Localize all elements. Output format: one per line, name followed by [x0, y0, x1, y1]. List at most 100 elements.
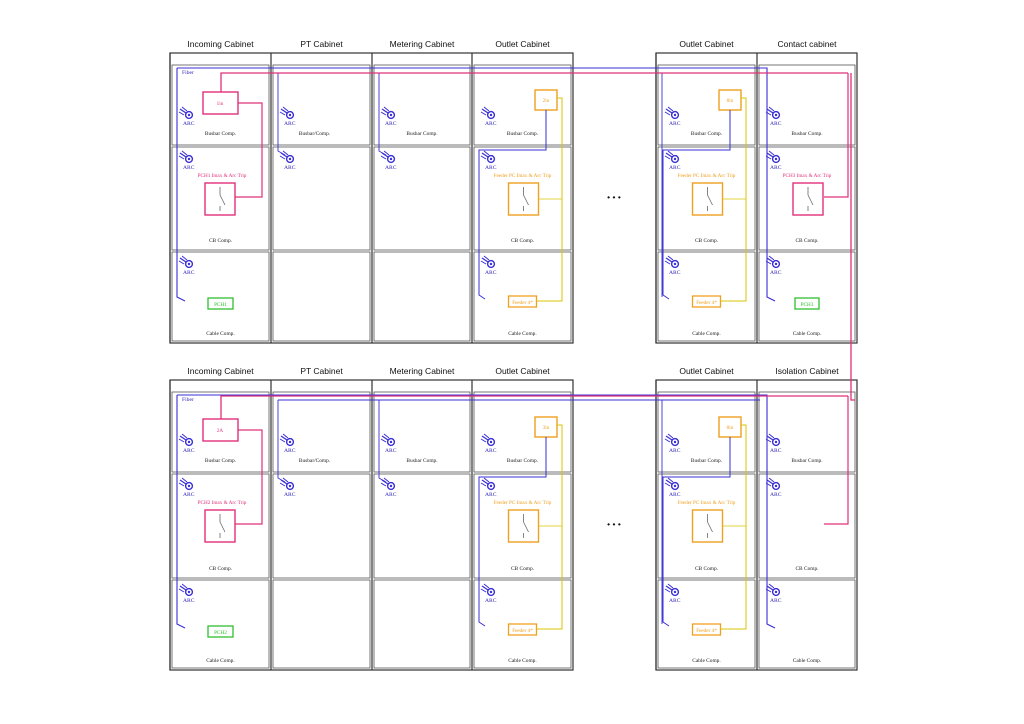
arc-label: ARC — [669, 598, 681, 604]
outlet-breaker — [507, 509, 540, 543]
compartment — [373, 473, 471, 579]
cabinet-header: Contact cabinet — [777, 39, 837, 49]
fiber-branch — [277, 73, 286, 156]
incoming-trip-label: PCH2 Imax & Arc Trip — [198, 500, 247, 506]
arc-sensor-icon — [664, 150, 680, 164]
arc-label: ARC — [485, 121, 497, 127]
arc-label: ARC — [669, 270, 681, 276]
cable-comp-label: Cable Comp. — [692, 331, 720, 337]
compartment — [171, 579, 270, 669]
arc-label: ARC — [183, 492, 195, 498]
compartment — [373, 64, 471, 146]
outlet-relay-label: 8in — [727, 425, 734, 431]
cabinet-header: Metering Cabinet — [390, 39, 455, 49]
trip-link — [235, 429, 263, 525]
outlet-relay-label: 2in — [543, 98, 550, 104]
cable-comp-label: Cable Comp. — [206, 331, 234, 337]
incoming-relay-label: 1in — [217, 101, 224, 107]
arc-sensor-icon — [178, 106, 194, 120]
outlet-trip-label: Feeder PC Imax & Arc Trip — [678, 500, 736, 506]
arc-label: ARC — [770, 165, 782, 171]
compartment — [473, 251, 572, 342]
incoming-trip-label: PCH1 Imax & Arc Trip — [198, 173, 247, 179]
cb-comp-label: CB Comp. — [695, 238, 718, 244]
arc-label: ARC — [284, 165, 296, 171]
feeder-label: Feeder 4* — [696, 628, 717, 634]
cabinet-header: Outlet Cabinet — [495, 39, 550, 49]
ellipsis: • • • — [607, 519, 621, 529]
compartment — [272, 579, 371, 669]
fiber-trunk — [176, 395, 186, 629]
arc-sensor-icon — [480, 477, 496, 491]
compartment — [272, 146, 371, 251]
compartment — [657, 579, 756, 669]
arc-sensor-icon — [380, 150, 396, 164]
arc-label: ARC — [183, 121, 195, 127]
compartment — [473, 146, 572, 251]
arc-sensor-icon — [480, 433, 496, 447]
outlet-fiber-run — [478, 110, 547, 300]
cable-comp-label: Cable Comp. — [793, 658, 821, 664]
arc-sensor-icon — [380, 433, 396, 447]
arc-sensor-icon — [178, 255, 194, 269]
compartment — [758, 391, 856, 473]
arc-label: ARC — [770, 598, 782, 604]
compartment — [657, 251, 756, 342]
arc-label: ARC — [284, 448, 296, 454]
compartment — [473, 473, 572, 579]
compartment — [373, 579, 471, 669]
fiber-branch — [378, 400, 387, 483]
cabinet-header: Incoming Cabinet — [187, 366, 254, 376]
trip-link — [824, 396, 849, 525]
cb-comp-label: CB Comp. — [511, 566, 534, 572]
busbar-comp-label: Busbar/Comp. — [299, 131, 330, 137]
arc-sensor-icon — [178, 583, 194, 597]
arc-label: ARC — [485, 270, 497, 276]
contact-pch-box — [794, 297, 820, 310]
fiber-branch — [378, 73, 387, 156]
fiber-trunk — [176, 68, 186, 302]
compartment — [272, 64, 371, 146]
compartment — [657, 146, 756, 251]
busbar-comp-label: Busbar Comp. — [791, 458, 822, 464]
trip-bus — [220, 72, 848, 92]
compartment — [758, 251, 856, 342]
busbar-comp-label: Busbar Comp. — [406, 458, 437, 464]
arc-label: ARC — [770, 270, 782, 276]
arc-sensor-icon — [765, 255, 781, 269]
fiber-bus — [177, 394, 776, 629]
busbar-comp-label: Busbar Comp. — [205, 131, 236, 137]
compartment — [272, 251, 371, 342]
arc-sensor-icon — [178, 477, 194, 491]
arc-label: ARC — [485, 448, 497, 454]
arc-sensor-icon — [765, 106, 781, 120]
fiber-label: Fiber — [182, 397, 194, 403]
cb-comp-label: CB Comp. — [795, 566, 818, 572]
incoming-pch-box — [207, 625, 234, 638]
busbar-comp-label: Busbar Comp. — [691, 131, 722, 137]
feeder-wire — [720, 424, 747, 630]
cabinet-header: Outlet Cabinet — [495, 366, 550, 376]
contact-pch-label: PCH3 — [801, 302, 814, 308]
compartment — [171, 391, 270, 473]
compartment — [171, 64, 270, 146]
busbar-comp-label: Busbar/Comp. — [299, 458, 330, 464]
arc-label: ARC — [485, 165, 497, 171]
arc-sensor-icon — [765, 583, 781, 597]
arc-label: ARC — [485, 598, 497, 604]
compartment — [272, 473, 371, 579]
ellipsis: • • • — [607, 192, 621, 202]
arc-label: ARC — [183, 165, 195, 171]
arc-sensor-icon — [664, 433, 680, 447]
arc-label: ARC — [669, 165, 681, 171]
outlet-fiber-run — [662, 110, 731, 300]
compartment — [171, 251, 270, 342]
arc-label: ARC — [385, 448, 397, 454]
contact-trip-label: PCH3 Imax & Arc Trip — [783, 173, 832, 179]
outlet-trip-label: Feeder PC Imax & Arc Trip — [678, 173, 736, 179]
incoming-pch-label: PCH1 — [214, 302, 227, 308]
arc-sensor-icon — [380, 477, 396, 491]
compartment — [373, 146, 471, 251]
cabinet-header: Incoming Cabinet — [187, 39, 254, 49]
cb-comp-label: CB Comp. — [511, 238, 534, 244]
